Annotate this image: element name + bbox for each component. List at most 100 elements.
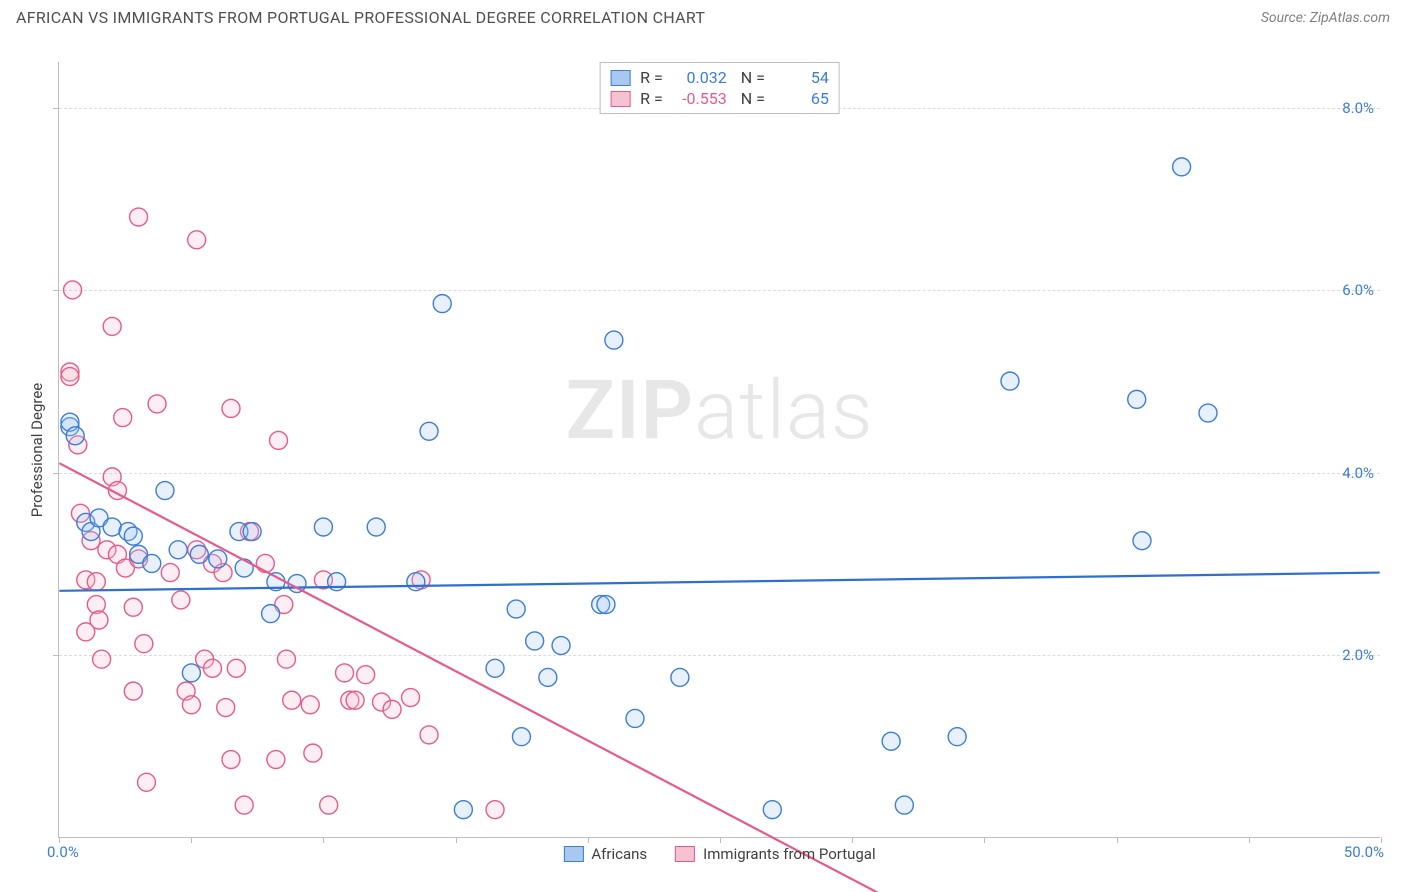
legend-swatch-portugal bbox=[675, 846, 695, 862]
legend-stats-row-1: R = -0.553 N = 65 bbox=[610, 88, 829, 109]
x-tick-mark bbox=[1117, 837, 1118, 843]
legend-series: Africans Immigrants from Portugal bbox=[563, 845, 875, 863]
scatter-point bbox=[1173, 158, 1191, 176]
scatter-point bbox=[182, 696, 200, 714]
chart-title: AFRICAN VS IMMIGRANTS FROM PORTUGAL PROF… bbox=[16, 8, 705, 27]
scatter-point bbox=[169, 541, 187, 559]
scatter-point bbox=[597, 596, 615, 614]
legend-label-africans: Africans bbox=[591, 845, 647, 863]
scatter-point bbox=[270, 431, 288, 449]
x-tick-mark bbox=[852, 837, 853, 843]
scatter-point bbox=[135, 635, 153, 653]
scatter-point bbox=[314, 518, 332, 536]
plot-area: ZIPatlas Professional Degree 2.0%4.0%6.0… bbox=[58, 62, 1380, 838]
y-axis-title: Professional Degree bbox=[28, 382, 46, 517]
trend-line bbox=[59, 573, 1379, 591]
legend-r-label-0: R = bbox=[640, 68, 663, 87]
scatter-point bbox=[539, 668, 557, 686]
scatter-point bbox=[304, 744, 322, 762]
legend-n-label-0: N = bbox=[737, 68, 765, 87]
scatter-point bbox=[605, 331, 623, 349]
legend-n-value-0: 54 bbox=[775, 68, 829, 87]
legend-label-portugal: Immigrants from Portugal bbox=[703, 845, 875, 863]
x-axis-label-end: 50.0% bbox=[1344, 843, 1384, 861]
scatter-point bbox=[64, 281, 82, 299]
scatter-point bbox=[138, 773, 156, 791]
x-axis-label-start: 0.0% bbox=[47, 843, 79, 861]
scatter-point bbox=[320, 796, 338, 814]
scatter-point bbox=[1199, 404, 1217, 422]
chart-header: AFRICAN VS IMMIGRANTS FROM PORTUGAL PROF… bbox=[0, 0, 1406, 31]
x-tick-mark bbox=[720, 837, 721, 843]
scatter-point bbox=[227, 659, 245, 677]
scatter-point bbox=[103, 518, 121, 536]
scatter-point bbox=[61, 368, 79, 386]
scatter-point bbox=[507, 600, 525, 618]
scatter-point bbox=[156, 482, 174, 500]
x-tick-mark bbox=[588, 837, 589, 843]
scatter-point bbox=[182, 664, 200, 682]
legend-swatch-1 bbox=[610, 91, 630, 107]
scatter-point bbox=[526, 632, 544, 650]
scatter-point bbox=[93, 650, 111, 668]
scatter-point bbox=[103, 317, 121, 335]
scatter-point bbox=[283, 691, 301, 709]
scatter-point bbox=[209, 550, 227, 568]
x-tick-mark bbox=[191, 837, 192, 843]
scatter-point bbox=[204, 659, 222, 677]
chart-container: ZIPatlas Professional Degree 2.0%4.0%6.0… bbox=[16, 40, 1390, 860]
scatter-point bbox=[124, 527, 142, 545]
scatter-point bbox=[222, 399, 240, 417]
scatter-point bbox=[161, 564, 179, 582]
scatter-point bbox=[486, 659, 504, 677]
scatter-point bbox=[882, 732, 900, 750]
scatter-point bbox=[222, 751, 240, 769]
scatter-point bbox=[454, 801, 472, 819]
scatter-point bbox=[1133, 532, 1151, 550]
scatter-point bbox=[301, 696, 319, 714]
scatter-point bbox=[346, 691, 364, 709]
scatter-point bbox=[235, 796, 253, 814]
scatter-point bbox=[383, 700, 401, 718]
legend-stats-row-0: R = 0.032 N = 54 bbox=[610, 67, 829, 88]
scatter-point bbox=[243, 523, 261, 541]
scatter-point bbox=[267, 751, 285, 769]
scatter-point bbox=[148, 395, 166, 413]
scatter-point bbox=[626, 709, 644, 727]
scatter-point bbox=[512, 728, 530, 746]
legend-swatch-africans bbox=[563, 846, 583, 862]
scatter-point bbox=[552, 637, 570, 655]
legend-r-value-1: -0.553 bbox=[673, 89, 727, 108]
scatter-point bbox=[402, 689, 420, 707]
scatter-point bbox=[188, 231, 206, 249]
scatter-point bbox=[486, 801, 504, 819]
scatter-point bbox=[1128, 390, 1146, 408]
plot-svg bbox=[59, 62, 1380, 837]
legend-stats: R = 0.032 N = 54 R = -0.553 N = 65 bbox=[599, 62, 840, 114]
legend-n-label-1: N = bbox=[737, 89, 765, 108]
scatter-point bbox=[172, 591, 190, 609]
scatter-point bbox=[114, 409, 132, 427]
legend-r-label-1: R = bbox=[640, 89, 663, 108]
chart-source: Source: ZipAtlas.com bbox=[1261, 10, 1390, 26]
scatter-point bbox=[948, 728, 966, 746]
scatter-point bbox=[277, 650, 295, 668]
legend-item-portugal: Immigrants from Portugal bbox=[675, 845, 875, 863]
scatter-point bbox=[763, 801, 781, 819]
scatter-point bbox=[420, 726, 438, 744]
scatter-point bbox=[66, 427, 84, 445]
x-tick-mark bbox=[456, 837, 457, 843]
legend-swatch-0 bbox=[610, 70, 630, 86]
scatter-point bbox=[190, 545, 208, 563]
scatter-point bbox=[130, 208, 148, 226]
scatter-point bbox=[420, 422, 438, 440]
scatter-point bbox=[235, 559, 253, 577]
scatter-point bbox=[336, 664, 354, 682]
scatter-point bbox=[433, 295, 451, 313]
scatter-point bbox=[256, 554, 274, 572]
scatter-point bbox=[87, 573, 105, 591]
scatter-point bbox=[143, 554, 161, 572]
x-tick-mark bbox=[323, 837, 324, 843]
x-tick-mark bbox=[984, 837, 985, 843]
scatter-point bbox=[357, 666, 375, 684]
